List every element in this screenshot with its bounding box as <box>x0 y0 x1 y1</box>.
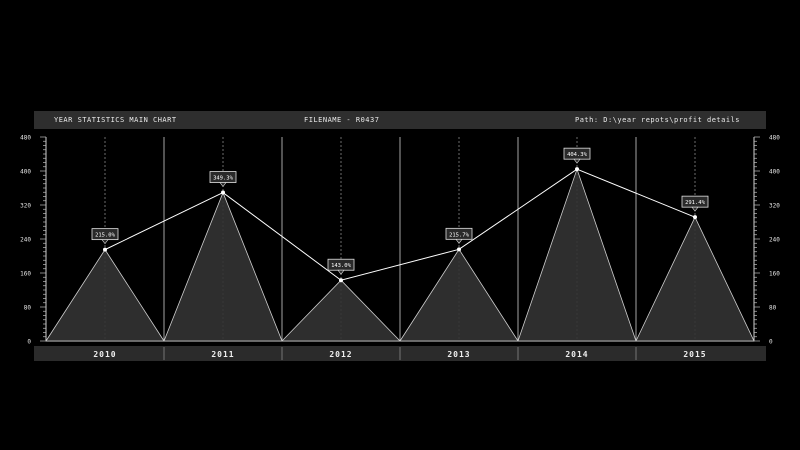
x-tick-label: 2014 <box>565 350 588 359</box>
bar-triangle <box>45 248 165 342</box>
y-tick-label-right: 160 <box>769 271 780 278</box>
data-point <box>457 247 461 252</box>
x-tick-label: 2012 <box>329 350 352 359</box>
path-label: Path: D:\year repots\profit details <box>575 116 741 124</box>
x-tick-label: 2010 <box>93 350 116 359</box>
y-tick-label-right: 240 <box>769 237 780 244</box>
data-label-pointer <box>219 182 227 188</box>
data-label: 404.3% <box>567 152 588 158</box>
data-label: 349.3% <box>213 176 234 182</box>
y-tick-label-right: 400 <box>769 169 780 176</box>
x-tick-label: 2011 <box>211 350 234 359</box>
data-point <box>339 278 343 283</box>
data-label-pointer <box>573 158 581 164</box>
y-tick-label-left: 400 <box>20 169 31 176</box>
header-bar: YEAR STATISTICS MAIN CHART FILENAME - R0… <box>34 111 766 129</box>
data-label-pointer <box>101 239 109 245</box>
data-label: 215.0% <box>95 233 116 239</box>
bar-triangle <box>517 167 637 342</box>
y-tick-label-left: 480 <box>20 135 31 142</box>
y-tick-label-right: 0 <box>769 339 773 346</box>
data-label-pointer <box>455 239 463 244</box>
x-tick-label: 2013 <box>447 350 470 359</box>
y-tick-label-left: 240 <box>20 237 31 244</box>
y-tick-label-right: 480 <box>769 135 780 142</box>
filename-label: FILENAME - R0437 <box>304 116 380 124</box>
data-label-pointer <box>691 206 699 212</box>
series-line <box>104 168 696 281</box>
bar-triangle <box>281 279 401 342</box>
data-point <box>221 190 225 195</box>
bar-triangle <box>399 248 519 342</box>
bar-triangle <box>635 216 755 342</box>
data-label: 215.7% <box>449 232 470 238</box>
y-tick-label-left: 320 <box>20 203 31 210</box>
chart-title: YEAR STATISTICS MAIN CHART <box>54 116 177 124</box>
data-label: 143.0% <box>331 263 352 269</box>
data-label: 291.4% <box>685 200 706 206</box>
y-tick-label-right: 80 <box>769 305 777 312</box>
data-label-pointer <box>337 269 345 275</box>
data-point <box>693 215 697 220</box>
x-tick-label: 2015 <box>683 350 706 359</box>
bar-triangle <box>163 191 283 342</box>
y-tick-label-left: 0 <box>27 339 31 346</box>
data-point <box>103 247 107 252</box>
y-tick-label-right: 320 <box>769 203 780 210</box>
data-point <box>575 167 579 172</box>
y-tick-label-left: 80 <box>24 305 32 312</box>
y-tick-label-left: 160 <box>20 271 31 278</box>
